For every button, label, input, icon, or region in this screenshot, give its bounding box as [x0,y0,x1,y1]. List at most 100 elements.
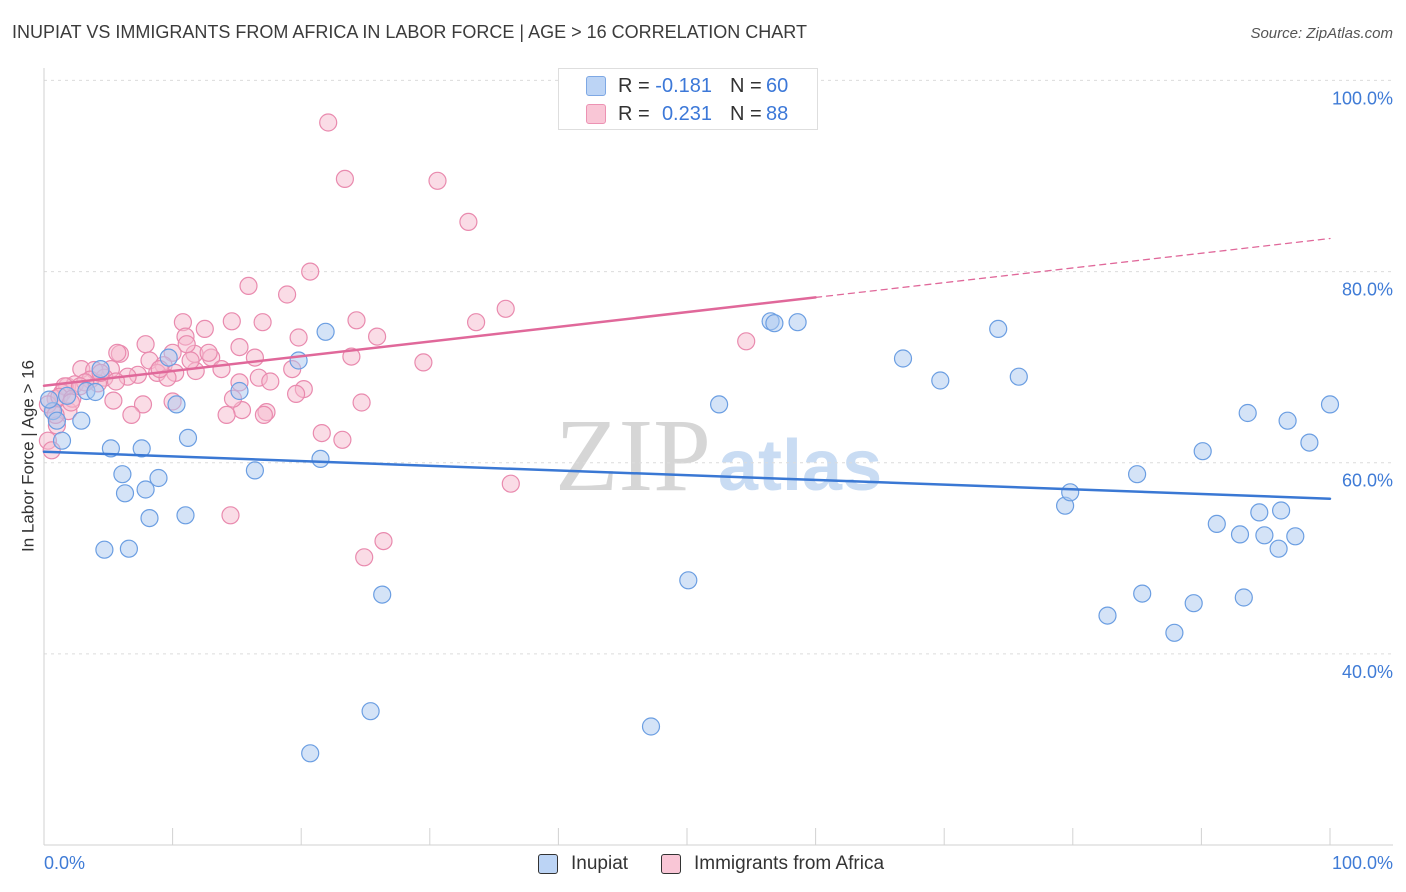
series-legend-inupiat: Inupiat [538,853,648,875]
africa-point [459,212,478,231]
africa-point [253,313,272,332]
africa-point [212,360,231,379]
inupiat-point [1271,501,1291,520]
inupiat-point [1286,527,1305,546]
africa-point [104,391,123,410]
inupiat-point [176,506,195,525]
inupiat-point [140,508,159,528]
inupiat-point [1250,503,1269,522]
inupiat-point [115,484,135,503]
inupiat-point [1009,367,1028,386]
y-tick-labels: 100.0% 80.0% 60.0% 40.0% [1332,88,1393,682]
africa-point [133,395,153,414]
inupiat-point [1320,395,1340,414]
inupiat-point [1278,411,1297,430]
inupiat-point [159,348,178,367]
africa-point [501,474,520,493]
data-points [38,113,1340,763]
inupiat-point [788,313,807,332]
y-tick-label: 100.0% [1332,88,1393,108]
y-axis-title: In Labor Force | Age > 16 [18,360,37,552]
series-swatch-africa [661,854,681,874]
africa-point [347,311,366,330]
africa-point [222,312,241,331]
inupiat-point [679,571,698,590]
africa-point [239,276,258,295]
africa-point [289,328,308,347]
inupiat-point [149,468,168,488]
inupiat-point [989,319,1008,338]
africa-point [122,405,141,424]
x-tick-label: 0.0% [44,853,85,873]
africa-point [342,347,361,366]
legend-row-inupiat: R = -0.181 N = 60 [559,72,817,100]
inupiat-point [72,411,91,430]
inupiat-point [1133,584,1152,603]
africa-point [737,332,756,351]
africa-point [414,353,433,372]
africa-point [319,113,338,132]
r-value: -0.181 [655,75,712,97]
inupiat-point [95,540,114,559]
africa-point [261,372,280,391]
africa-point [428,171,447,190]
africa-point [301,262,320,281]
x-tick-labels: 0.0% 100.0% [44,853,1393,873]
inupiat-point [1207,514,1226,534]
inupiat-point [709,395,729,414]
y-tick-label: 60.0% [1342,471,1393,491]
africa-point [177,335,196,354]
africa-point [374,531,393,551]
africa-point [181,351,200,370]
watermark-atlas: atlas [718,426,882,506]
africa-point [355,548,374,567]
legend-swatch-africa [586,104,606,124]
inupiat-point [1098,606,1117,625]
inupiat-point [893,349,913,368]
gridlines [44,79,1393,655]
r-value: 0.231 [661,103,712,125]
inupiat-point [1165,623,1184,642]
inupiat-point [765,314,784,333]
africa-point [221,506,240,525]
inupiat-point [245,461,264,480]
inupiat-point [641,717,661,736]
series-swatch-inupiat [538,854,558,874]
africa-point [335,169,354,188]
inupiat-point [136,480,155,499]
africa-point [136,335,155,354]
correlation-legend: R = -0.181 N = 60 R = 0.231 N = 88 [558,68,818,130]
watermark-zip: ZIP [555,398,711,513]
y-tick-label: 80.0% [1342,280,1393,300]
africa-point [217,405,236,424]
inupiat-point [1184,594,1203,613]
inupiat-point [1230,525,1250,544]
trend-lines [42,237,1332,500]
inupiat-point [132,439,151,458]
n-label: N = [730,75,762,97]
africa-point [333,430,352,449]
series-name: Inupiat [571,853,629,874]
inupiat-point [47,411,67,430]
inupiat-point [57,386,77,405]
africa-point [199,343,218,362]
r-label: R = [618,103,650,125]
inupiat-point [1238,403,1257,423]
legend-swatch-inupiat [586,76,606,96]
inupiat-point [52,431,72,450]
inupiat-point [39,390,59,409]
africa-point [278,285,297,304]
inupiat-point [289,351,308,370]
africa-point [312,424,331,443]
inupiat-point [167,395,186,414]
africa-point [287,384,306,403]
y-tick-label: 40.0% [1342,662,1393,682]
inupiat-point [311,449,330,468]
inupiat-point [373,585,392,604]
inupiat-point [1127,465,1147,484]
inupiat-point [91,360,110,379]
trendline-inupiat [42,450,1332,500]
inupiat-point [316,322,335,341]
